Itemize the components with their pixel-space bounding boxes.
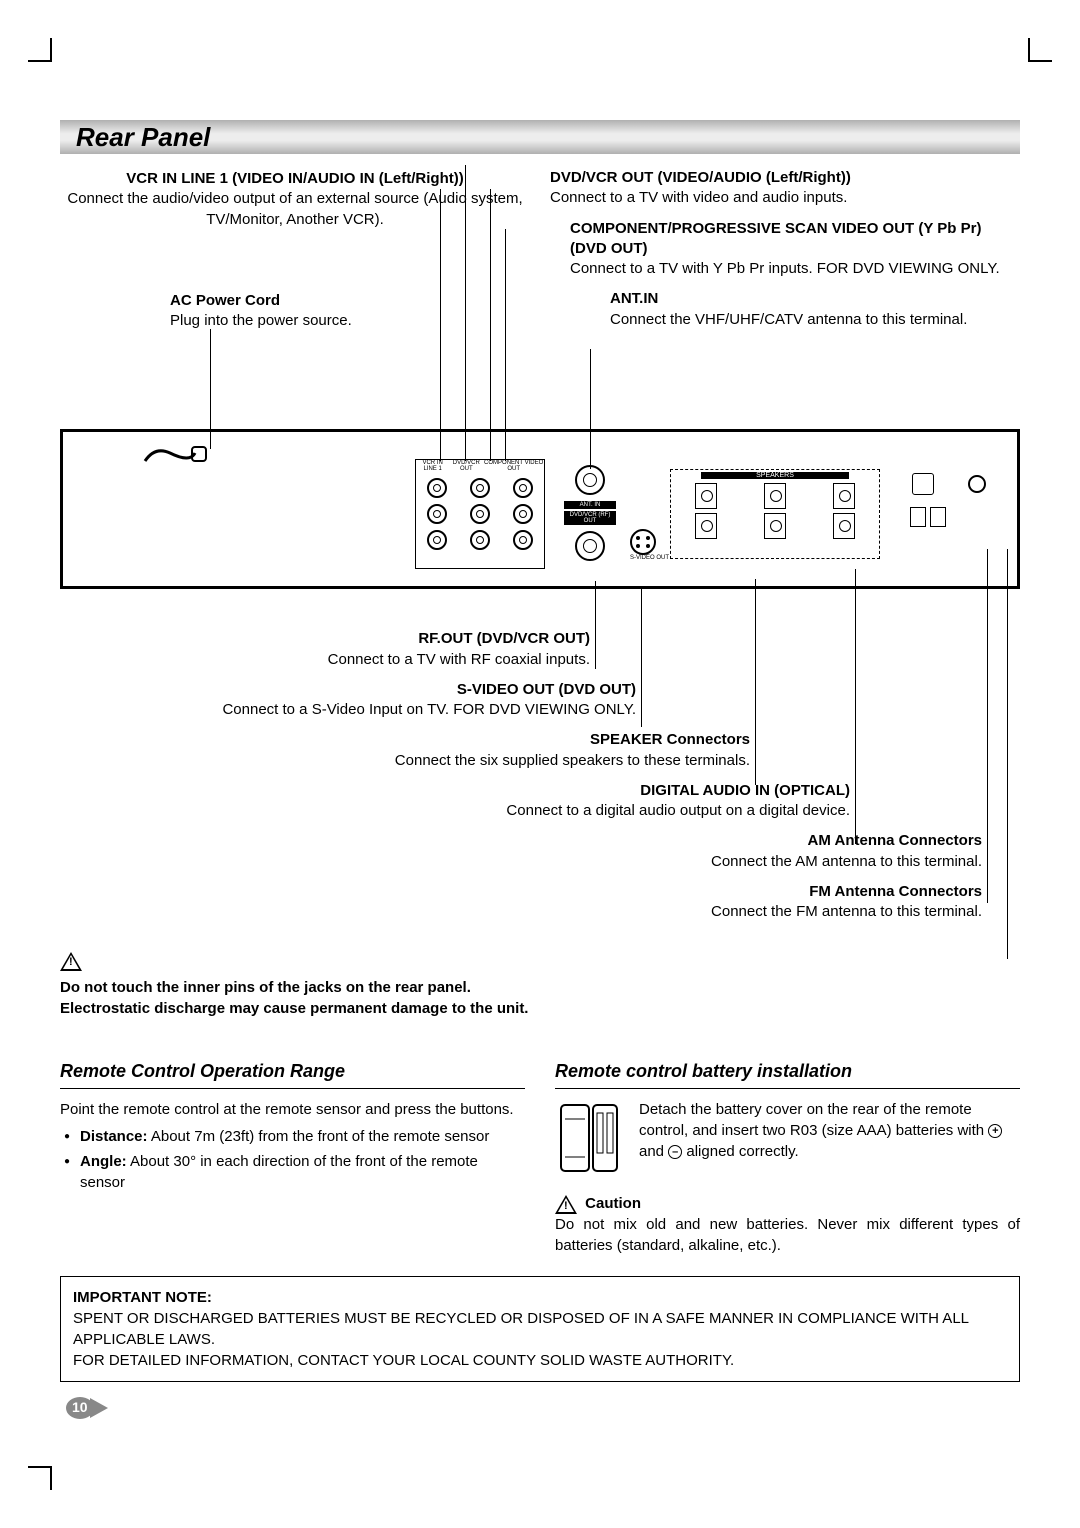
note-line1: SPENT OR DISCHARGED BATTERIES MUST BE RE… — [73, 1310, 968, 1348]
rfout-label: DVD/VCR (RF) OUT — [564, 511, 616, 525]
subsections: Remote Control Operation Range Point the… — [60, 1059, 1020, 1256]
speaker-text: Connect the six supplied speakers to the… — [395, 752, 750, 769]
battery-text-1: Detach the battery cover on the rear of … — [639, 1101, 988, 1139]
ant-in-jack — [575, 465, 605, 495]
angle-text: About 30° in each direction of the front… — [80, 1153, 478, 1191]
jack-col-label: DVD/VCR OUT — [449, 460, 483, 472]
crop-mark — [28, 60, 52, 62]
svideo-text: Connect to a S-Video Input on TV. FOR DV… — [222, 701, 636, 718]
battery-text: Detach the battery cover on the rear of … — [639, 1099, 1020, 1185]
remote-range-intro: Point the remote control at the remote s… — [60, 1099, 525, 1120]
minus-icon: – — [668, 1145, 682, 1159]
battery-caution: ! Caution — [555, 1193, 1020, 1214]
speaker-heading: SPEAKER Connectors — [590, 731, 750, 748]
right-connectors — [908, 469, 1008, 559]
list-item: Distance: About 7m (23ft) from the front… — [64, 1126, 525, 1147]
angle-label: Angle: — [80, 1153, 127, 1170]
antin-heading: ANT.IN — [610, 289, 1020, 309]
ant-in-label: ANT. IN — [564, 501, 616, 509]
jack-col-label: VCR IN LINE 1 — [416, 460, 449, 472]
crop-mark — [28, 1466, 52, 1468]
crop-mark — [1028, 60, 1052, 62]
top-descriptions: VCR IN LINE 1 (VIDEO IN/AUDIO IN (Left/R… — [60, 168, 1020, 331]
digaudio-heading: DIGITAL AUDIO IN (OPTICAL) — [640, 782, 850, 799]
list-item: Angle: About 30° in each direction of th… — [64, 1151, 525, 1193]
plus-icon: + — [988, 1124, 1002, 1138]
remote-range-title: Remote Control Operation Range — [60, 1059, 525, 1089]
page-number: 10 — [72, 1399, 88, 1415]
crop-mark — [50, 38, 52, 62]
note-line2: FOR DETAILED INFORMATION, CONTACT YOUR L… — [73, 1352, 734, 1369]
am-terminal — [930, 507, 946, 527]
rfout-text: Connect to a TV with RF coaxial inputs. — [328, 651, 590, 668]
battery-title: Remote control battery installation — [555, 1059, 1020, 1089]
speaker-title: SPEAKERS — [701, 472, 849, 479]
page-title: Rear Panel — [76, 122, 210, 153]
component-heading: COMPONENT/PROGRESSIVE SCAN VIDEO OUT (Y … — [570, 219, 1020, 260]
svideo-label: S-VIDEO OUT — [630, 555, 669, 561]
vcr-in-heading: VCR IN LINE 1 (VIDEO IN/AUDIO IN (Left/R… — [61, 169, 529, 189]
fm-text: Connect the FM antenna to this terminal. — [711, 903, 982, 920]
ac-text: Plug into the power source. — [170, 311, 530, 331]
speaker-connectors: SPEAKERS — [670, 469, 880, 559]
fm-jack — [968, 475, 986, 493]
jack-col-label: COMPONENT VIDEO OUT — [483, 460, 544, 472]
jack-col-labels: VCR IN LINE 1 DVD/VCR OUT COMPONENT VIDE… — [416, 460, 544, 472]
caution-heading: Caution — [585, 1195, 641, 1212]
fm-heading: FM Antenna Connectors — [809, 883, 982, 900]
warning-line1: Do not touch the inner pins of the jacks… — [60, 977, 1020, 998]
important-note-box: IMPORTANT NOTE: SPENT OR DISCHARGED BATT… — [60, 1276, 1020, 1382]
section-title-bar: Rear Panel — [60, 120, 1020, 154]
antin-block: ANT.IN Connect the VHF/UHF/CATV antenna … — [610, 289, 1020, 330]
bottom-descriptions: RF.OUT (DVD/VCR OUT) Connect to a TV wit… — [60, 629, 1020, 922]
warning-line2: Electrostatic discharge may cause perman… — [60, 998, 1020, 1019]
av-jack-block: VCR IN LINE 1 DVD/VCR OUT COMPONENT VIDE… — [415, 459, 545, 569]
vcr-in-block: VCR IN LINE 1 (VIDEO IN/AUDIO IN (Left/R… — [60, 168, 530, 231]
crop-mark — [1028, 38, 1030, 62]
component-text: Connect to a TV with Y Pb Pr inputs. FOR… — [570, 259, 1020, 279]
vcr-in-text: Connect the audio/video output of an ext… — [61, 189, 529, 230]
rear-panel-diagram: VCR IN LINE 1 DVD/VCR OUT COMPONENT VIDE… — [60, 349, 1020, 619]
crop-mark — [50, 1466, 52, 1490]
svideo-heading: S-VIDEO OUT (DVD OUT) — [457, 681, 636, 698]
distance-text: About 7m (23ft) from the front of the re… — [148, 1128, 490, 1145]
rfout-heading: RF.OUT (DVD/VCR OUT) — [418, 630, 590, 647]
rf-out-jack — [575, 531, 605, 561]
battery-section: Remote control battery installation Deta… — [555, 1059, 1020, 1256]
ac-heading: AC Power Cord — [170, 291, 530, 311]
page-number-badge: 10 — [60, 1396, 110, 1420]
dvdvcr-heading: DVD/VCR OUT (VIDEO/AUDIO (Left/Right)) — [550, 168, 1020, 188]
note-heading: IMPORTANT NOTE: — [73, 1289, 212, 1306]
ac-block: AC Power Cord Plug into the power source… — [170, 291, 530, 332]
battery-diagram-icon — [555, 1099, 625, 1185]
svideo-jack: S-VIDEO OUT — [630, 529, 669, 561]
digaudio-text: Connect to a digital audio output on a d… — [506, 802, 850, 819]
dvdvcr-text: Connect to a TV with video and audio inp… — [550, 188, 1020, 208]
power-cord-icon — [140, 441, 220, 481]
battery-text-3: aligned correctly. — [682, 1143, 798, 1160]
distance-label: Distance: — [80, 1128, 148, 1145]
optical-jack — [912, 473, 934, 495]
esd-warning: ! Do not touch the inner pins of the jac… — [60, 952, 1020, 1019]
am-heading: AM Antenna Connectors — [808, 832, 982, 849]
caution-text: Do not mix old and new batteries. Never … — [555, 1214, 1020, 1256]
warning-icon: ! — [555, 1195, 577, 1214]
component-block: COMPONENT/PROGRESSIVE SCAN VIDEO OUT (Y … — [570, 219, 1020, 280]
am-text: Connect the AM antenna to this terminal. — [711, 853, 982, 870]
coax-jacks: ANT. IN DVD/VCR (RF) OUT — [560, 459, 620, 569]
am-terminal — [910, 507, 926, 527]
warning-icon: ! — [60, 952, 82, 971]
remote-range-section: Remote Control Operation Range Point the… — [60, 1059, 525, 1256]
antin-text: Connect the VHF/UHF/CATV antenna to this… — [610, 310, 1020, 330]
battery-text-2: and — [639, 1143, 668, 1160]
dvdvcr-block: DVD/VCR OUT (VIDEO/AUDIO (Left/Right)) C… — [550, 168, 1020, 209]
